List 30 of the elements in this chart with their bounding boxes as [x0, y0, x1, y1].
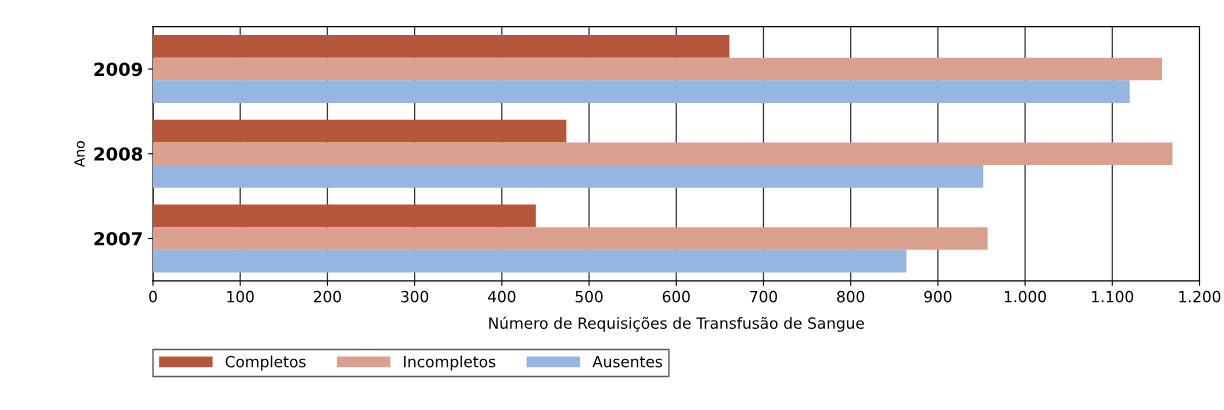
bar: [153, 57, 1163, 81]
x-tick-label: 800: [837, 290, 865, 303]
x-tick-label: 500: [575, 290, 603, 303]
y-axis-title: Ano: [74, 141, 85, 168]
y-tick-label: 2008: [94, 147, 143, 161]
x-tick-label: 0: [149, 290, 157, 303]
legend-label: Ausentes: [592, 356, 663, 368]
x-tick-label: 300: [401, 290, 429, 303]
x-tick-label: 900: [924, 290, 952, 303]
bar: [153, 204, 536, 228]
y-tick-label: 2009: [94, 62, 143, 77]
x-tick-label: 700: [750, 290, 778, 303]
bar: [153, 80, 1130, 103]
bar: [153, 249, 907, 273]
bar: [153, 142, 1173, 166]
x-tick-label: 1.200: [1179, 290, 1221, 303]
x-tick-label: 200: [313, 290, 341, 303]
legend-label: Incompletos: [404, 355, 496, 371]
x-axis-title: Número de Requisições de Transfusão de Sangue: [489, 316, 864, 332]
bar: [153, 119, 567, 143]
bar: [153, 227, 988, 250]
y-tick-label: 2007: [94, 231, 142, 246]
x-tick-label: 100: [227, 290, 254, 303]
x-tick-label: 1.100: [1092, 290, 1134, 303]
bar: [153, 35, 730, 58]
x-tick-label: 400: [488, 290, 516, 303]
x-tick-label: 600: [662, 290, 690, 303]
x-tick-label: 1.000: [1004, 290, 1046, 303]
bar: [153, 165, 984, 188]
legend-label: Completos: [225, 355, 306, 371]
